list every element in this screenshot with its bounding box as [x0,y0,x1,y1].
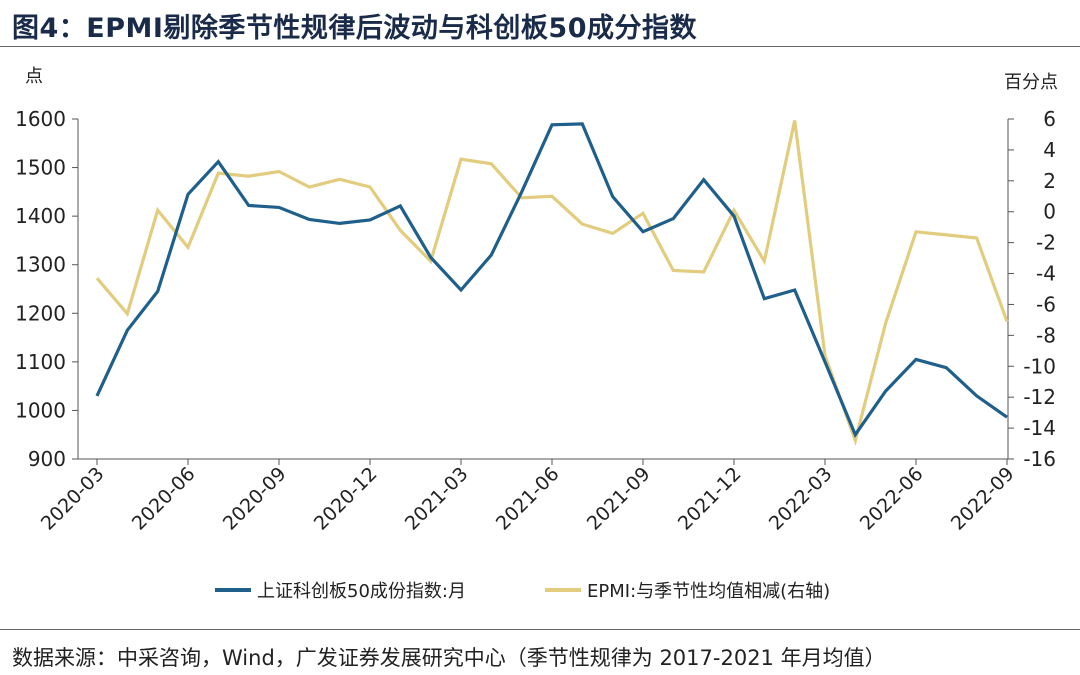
x-axis-tick-label: 2022-06 [856,463,928,535]
series-line-epmi [95,120,1009,446]
chart-title: 图4：EPMI剔除季节性规律后波动与科创板50成分指数 [12,13,698,44]
right-axis-tick-label: -2 [1036,231,1056,255]
left-axis-tick-label: 1600 [15,107,66,131]
right-axis-unit-label: 百分点 [1004,72,1058,93]
right-axis-tick-label: 6 [1043,107,1056,131]
right-axis-tick-label: 2 [1043,169,1056,193]
chart-legend: 上证科创板50成份指数:月 EPMI:与季节性均值相减(右轴) [215,581,830,602]
x-axis-tick-label: 2020-06 [128,463,200,535]
x-axis-tick-label: 2022-09 [947,463,1019,535]
right-axis-tick-label: -4 [1036,262,1056,286]
chart-axes: 900 1000 1100 1200 1300 1400 1500 1600 点 -16 -14 -1… [15,66,1058,535]
legend-label-epmi: EPMI:与季节性均值相减(右轴) [587,581,830,602]
source-note: 数据来源：中采咨询，Wind，广发证券发展研究中心（季节性规律为 2017-20… [12,646,886,670]
right-axis-tick-label: -12 [1023,385,1056,409]
chart-series [95,120,1009,446]
right-axis-tick-label: -6 [1036,292,1056,316]
right-axis-tick-label: -8 [1036,323,1056,347]
x-axis-tick-label: 2020-09 [219,463,291,535]
title-divider [0,46,1080,47]
left-axis-unit-label: 点 [25,66,43,87]
x-axis-tick-label: 2021-03 [401,463,473,535]
left-axis-tick-label: 1000 [15,398,66,422]
x-axis-tick-label: 2022-03 [765,463,837,535]
x-axis-tick-label: 2020-03 [37,463,109,535]
x-axis-tick-label: 2021-12 [674,463,746,535]
right-axis-tick-label: -16 [1023,447,1056,471]
left-axis-tick-label: 1100 [15,350,66,374]
x-axis-tick-label: 2021-06 [492,463,564,535]
footer-divider [0,629,1080,630]
x-axis-tick-label: 2020-12 [310,463,382,535]
right-axis-tick-label: 4 [1043,138,1056,162]
chart-canvas: 900 1000 1100 1200 1300 1400 1500 1600 点 -16 -14 -1… [15,66,1058,602]
right-axis-tick-label: -10 [1023,354,1056,378]
right-axis-tick-label: 0 [1043,200,1056,224]
left-axis-tick-label: 1200 [15,301,66,325]
left-axis-tick-label: 900 [28,447,66,471]
series-line-kc50 [95,122,1008,439]
left-axis-tick-label: 1400 [15,204,66,228]
x-axis-tick-label: 2021-09 [583,463,655,535]
legend-label-kc50: 上证科创板50成份指数:月 [257,581,466,602]
right-axis-tick-label: -14 [1023,416,1056,440]
left-axis-tick-label: 1500 [15,156,66,180]
left-axis-tick-label: 1300 [15,253,66,277]
